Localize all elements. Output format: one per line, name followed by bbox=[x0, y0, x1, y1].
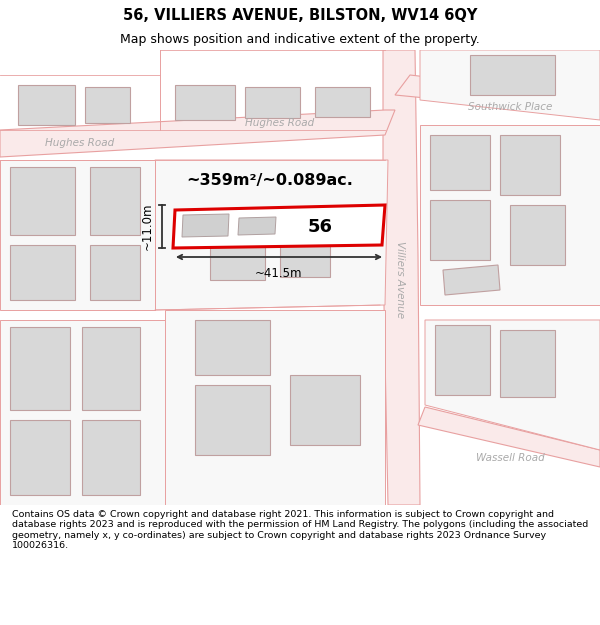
Text: 56, VILLIERS AVENUE, BILSTON, WV14 6QY: 56, VILLIERS AVENUE, BILSTON, WV14 6QY bbox=[123, 8, 477, 22]
Polygon shape bbox=[10, 245, 75, 300]
Polygon shape bbox=[195, 320, 270, 375]
Polygon shape bbox=[182, 214, 229, 237]
Polygon shape bbox=[10, 327, 70, 410]
Polygon shape bbox=[470, 55, 555, 95]
Polygon shape bbox=[425, 320, 600, 450]
Polygon shape bbox=[395, 75, 600, 115]
Text: Hughes Road: Hughes Road bbox=[46, 138, 115, 148]
Polygon shape bbox=[175, 85, 235, 120]
Polygon shape bbox=[280, 243, 330, 277]
Text: Wassell Road: Wassell Road bbox=[476, 453, 544, 463]
Polygon shape bbox=[0, 160, 155, 310]
Polygon shape bbox=[430, 135, 490, 190]
Polygon shape bbox=[500, 330, 555, 397]
Polygon shape bbox=[210, 240, 265, 280]
Text: Hughes Road: Hughes Road bbox=[245, 118, 314, 128]
Text: ~359m²/~0.089ac.: ~359m²/~0.089ac. bbox=[187, 173, 353, 188]
Text: ~11.0m: ~11.0m bbox=[141, 202, 154, 250]
Text: Map shows position and indicative extent of the property.: Map shows position and indicative extent… bbox=[120, 32, 480, 46]
Polygon shape bbox=[85, 87, 130, 123]
Polygon shape bbox=[418, 407, 600, 467]
Polygon shape bbox=[238, 217, 276, 235]
Polygon shape bbox=[155, 160, 388, 310]
Polygon shape bbox=[10, 167, 75, 235]
Text: 56: 56 bbox=[308, 218, 332, 236]
Polygon shape bbox=[430, 200, 490, 260]
Polygon shape bbox=[500, 135, 560, 195]
Polygon shape bbox=[0, 110, 395, 157]
Polygon shape bbox=[10, 420, 70, 495]
Polygon shape bbox=[443, 265, 500, 295]
Polygon shape bbox=[420, 125, 600, 305]
Text: ~41.5m: ~41.5m bbox=[255, 267, 303, 280]
Text: Villiers Avenue: Villiers Avenue bbox=[395, 241, 405, 319]
Polygon shape bbox=[82, 420, 140, 495]
Polygon shape bbox=[290, 375, 360, 445]
Polygon shape bbox=[165, 310, 385, 505]
Polygon shape bbox=[315, 87, 370, 117]
Polygon shape bbox=[420, 50, 600, 120]
Text: Contains OS data © Crown copyright and database right 2021. This information is : Contains OS data © Crown copyright and d… bbox=[12, 510, 588, 550]
Polygon shape bbox=[0, 320, 165, 505]
Polygon shape bbox=[173, 205, 385, 248]
Polygon shape bbox=[195, 385, 270, 455]
Polygon shape bbox=[383, 50, 420, 505]
Polygon shape bbox=[90, 167, 140, 235]
Polygon shape bbox=[435, 325, 490, 395]
Polygon shape bbox=[18, 85, 75, 125]
Polygon shape bbox=[245, 87, 300, 118]
Polygon shape bbox=[510, 205, 565, 265]
Polygon shape bbox=[82, 327, 140, 410]
Polygon shape bbox=[90, 245, 140, 300]
Text: Southwick Place: Southwick Place bbox=[468, 102, 552, 112]
